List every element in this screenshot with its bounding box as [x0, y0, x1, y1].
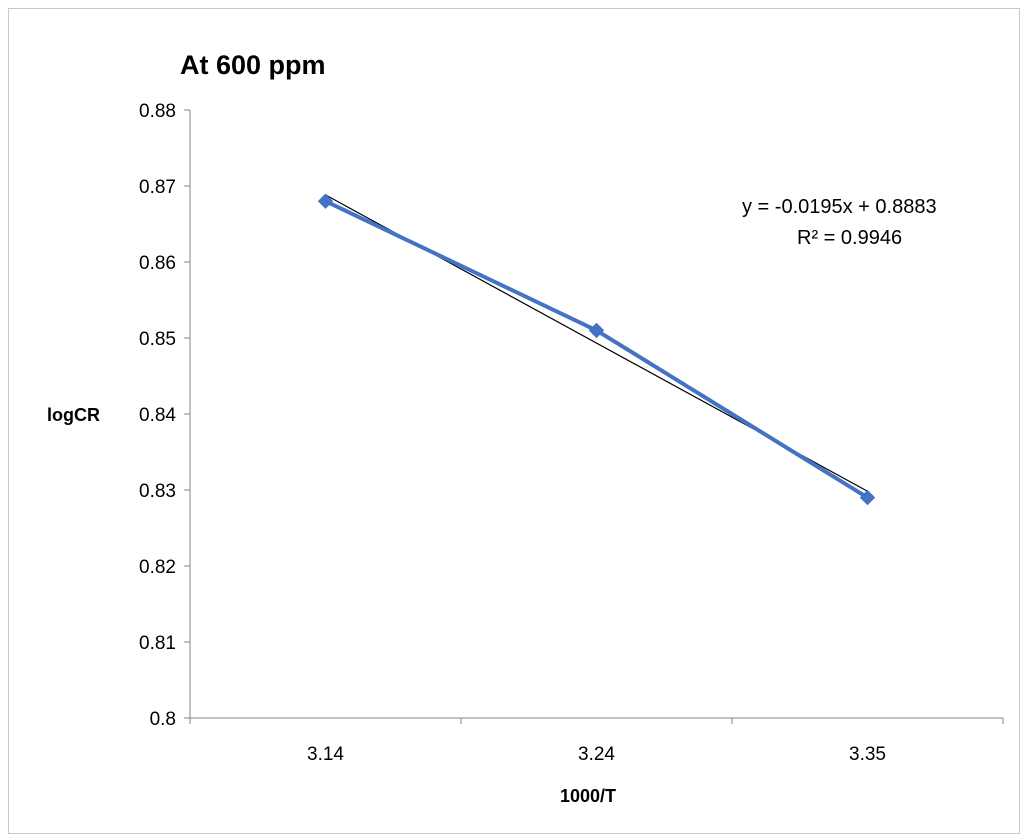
- x-tick-label: 3.35: [849, 744, 886, 765]
- trendline-equation: y = -0.0195x + 0.8883: [742, 196, 937, 218]
- x-ticks: 3.14 3.24 3.35: [189, 718, 1004, 765]
- x-axis-label: 1000/T: [560, 786, 617, 806]
- x-tick-label: 3.14: [307, 744, 344, 765]
- trendline-r-squared: R² = 0.9946: [797, 227, 903, 249]
- y-tick-label: 0.82: [139, 557, 176, 578]
- y-tick-label: 0.83: [139, 481, 176, 502]
- chart-title: At 600 ppm: [180, 50, 326, 80]
- y-tick-label: 0.87: [139, 177, 176, 198]
- y-tick-label: 0.88: [139, 101, 176, 122]
- data-point-marker: [588, 322, 605, 339]
- chart-area: [8, 8, 1020, 834]
- y-tick-label: 0.8: [150, 709, 176, 730]
- y-tick-label: 0.81: [139, 633, 176, 654]
- data-point-marker: [317, 193, 334, 209]
- y-ticks: 0.8 0.81 0.82 0.83 0.84 0.85 0.86 0.87 0.88: [139, 101, 190, 730]
- x-tick-label: 3.24: [578, 744, 615, 765]
- y-axis-label: logCR: [47, 405, 100, 425]
- series: [317, 193, 876, 506]
- data-point-marker: [859, 489, 876, 506]
- series-line: [324, 199, 869, 500]
- y-tick-label: 0.84: [139, 405, 176, 426]
- y-tick-label: 0.85: [139, 329, 176, 350]
- y-tick-label: 0.86: [139, 253, 176, 274]
